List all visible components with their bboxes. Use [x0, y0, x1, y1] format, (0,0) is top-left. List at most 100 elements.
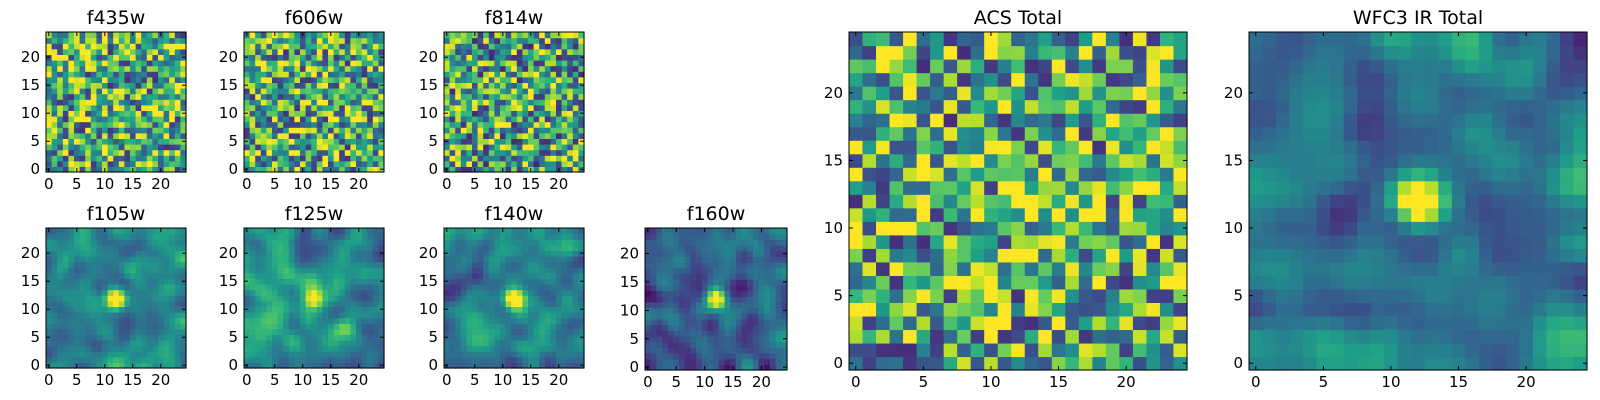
- heatmap-cell: [539, 278, 546, 285]
- heatmap-cell: [696, 347, 703, 354]
- heatmap-cell: [500, 37, 507, 44]
- heatmap-cell: [781, 262, 788, 269]
- heatmap-cell: [260, 149, 267, 156]
- heatmap-cell: [158, 244, 165, 251]
- heatmap-cell: [277, 261, 284, 268]
- heatmap-cell: [361, 43, 368, 50]
- heatmap-cell: [152, 256, 159, 263]
- heatmap-cell: [62, 250, 69, 257]
- heatmap-cell: [102, 351, 109, 358]
- heatmap-cell: [713, 307, 720, 314]
- heatmap-cell: [350, 37, 357, 44]
- heatmap-cell: [916, 315, 931, 331]
- heatmap-cell: [169, 228, 176, 235]
- heatmap-cell: [266, 37, 273, 44]
- heatmap-cell: [102, 295, 109, 302]
- heatmap-cell: [707, 313, 714, 320]
- heatmap-cell: [124, 104, 131, 111]
- heatmap-cell: [135, 65, 142, 72]
- heatmap-cell: [294, 166, 301, 173]
- heatmap-cell: [57, 60, 64, 67]
- heatmap-cell: [68, 340, 75, 347]
- heatmap-cell: [249, 71, 256, 78]
- heatmap-cell: [79, 132, 86, 139]
- heatmap-cell: [174, 272, 181, 279]
- heatmap-cell: [775, 347, 782, 354]
- heatmap-cell: [62, 65, 69, 72]
- heatmap-cell: [260, 88, 267, 95]
- heatmap-cell: [849, 167, 864, 182]
- heatmap-cell: [1011, 302, 1026, 317]
- heatmap-cell: [272, 48, 279, 55]
- heatmap-cell: [277, 116, 284, 123]
- heatmap-cell: [522, 323, 529, 330]
- heatmap-cell: [272, 60, 279, 67]
- heatmap-cell: [316, 149, 323, 156]
- heatmap-cell: [903, 342, 918, 358]
- heatmap-cell: [567, 244, 574, 251]
- heatmap-cell: [488, 149, 495, 156]
- heatmap-cell: [713, 256, 720, 263]
- heatmap-cell: [316, 345, 323, 352]
- heatmap-cell: [516, 104, 523, 111]
- heatmap-cell: [483, 300, 490, 307]
- heatmap-cell: [550, 155, 557, 162]
- heatmap-cell: [650, 324, 657, 331]
- heatmap-cell: [561, 48, 568, 55]
- heatmap-cell: [561, 239, 568, 246]
- heatmap-cell: [169, 48, 176, 55]
- heatmap-cell: [344, 267, 351, 274]
- heatmap-cell: [90, 127, 97, 134]
- heatmap-cell: [1024, 180, 1039, 195]
- heatmap-cell: [322, 110, 329, 117]
- heatmap-cell: [444, 233, 451, 240]
- heatmap-cell: [752, 313, 760, 320]
- heatmap-cell: [970, 342, 985, 358]
- heatmap-cell: [272, 250, 279, 257]
- heatmap-cell: [889, 261, 904, 276]
- heatmap-cell: [102, 323, 109, 330]
- heatmap-cell: [135, 284, 142, 291]
- heatmap-cell: [444, 144, 451, 151]
- heatmap-cell: [305, 300, 312, 307]
- heatmap-cell: [141, 356, 148, 363]
- heatmap-cell: [344, 317, 351, 324]
- heatmap-cell: [107, 306, 114, 313]
- heatmap-cell: [690, 301, 697, 309]
- heatmap-cell: [249, 317, 256, 324]
- heatmap-cell: [62, 37, 69, 44]
- heatmap-cell: [372, 312, 379, 319]
- heatmap-cell: [656, 233, 663, 240]
- heatmap-cell: [997, 261, 1012, 276]
- heatmap-cell: [316, 54, 323, 61]
- heatmap-cell: [85, 110, 92, 117]
- heatmap-cell: [970, 302, 985, 317]
- heatmap-cell: [328, 351, 335, 358]
- heatmap-cell: [260, 295, 267, 302]
- heatmap-cell: [300, 317, 307, 324]
- heatmap-cell: [460, 323, 467, 330]
- heatmap-cell: [707, 267, 714, 275]
- heatmap-cell: [350, 356, 357, 363]
- heatmap-cell: [730, 352, 737, 360]
- heatmap-cell: [690, 245, 697, 252]
- heatmap-cell: [645, 313, 652, 320]
- heatmap-cell: [124, 76, 131, 83]
- heatmap-cell: [311, 334, 318, 341]
- heatmap-cell: [511, 48, 518, 55]
- heatmap-cell: [544, 278, 551, 285]
- heatmap-cell: [511, 32, 518, 39]
- heatmap-cell: [361, 312, 368, 319]
- heatmap-cell: [328, 132, 335, 139]
- heatmap-cell: [90, 267, 97, 274]
- heatmap-cell: [74, 272, 81, 279]
- heatmap-cell: [141, 144, 148, 151]
- heatmap-cell: [984, 342, 999, 358]
- heatmap-cell: [1105, 329, 1120, 344]
- heatmap-cell: [62, 54, 69, 61]
- heatmap-cell: [673, 301, 680, 309]
- heatmap-cell: [113, 82, 120, 89]
- heatmap-cell: [455, 71, 462, 78]
- heatmap-cell: [152, 110, 159, 117]
- heatmap-cell: [152, 278, 159, 285]
